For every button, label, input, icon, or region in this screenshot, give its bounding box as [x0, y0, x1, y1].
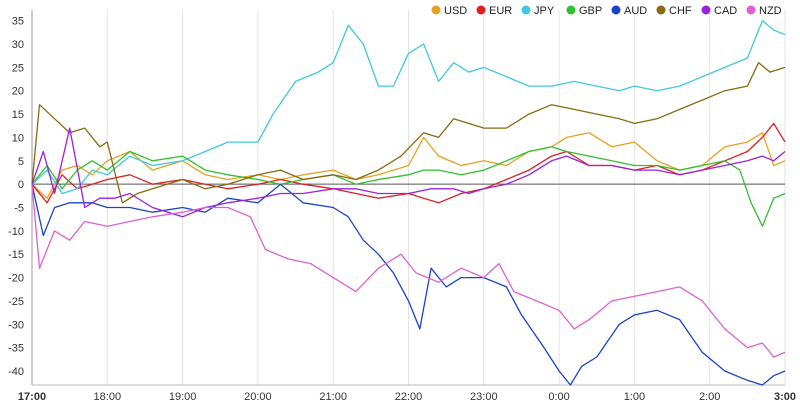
legend-label-usd: USD [444, 5, 467, 17]
y-tick-label: 10 [12, 132, 24, 144]
x-tick-label: 22:00 [395, 391, 423, 403]
y-tick-label: -30 [8, 319, 24, 331]
legend-label-cad: CAD [714, 5, 737, 17]
x-tick-label: 0:00 [548, 391, 569, 403]
grid-lines [106, 10, 786, 385]
y-tick-label: -40 [8, 366, 24, 378]
legend-marker-chf [656, 5, 666, 15]
legend-label-eur: EUR [489, 5, 512, 17]
legend-marker-jpy [521, 5, 531, 15]
y-tick-label: 5 [18, 156, 24, 168]
legend-label-chf: CHF [669, 5, 692, 17]
legend-label-jpy: JPY [534, 5, 555, 17]
x-tick-label: 1:00 [624, 391, 645, 403]
x-tick-label: 19:00 [169, 391, 197, 403]
legend-label-gbp: GBP [579, 5, 602, 17]
y-tick-label: -20 [8, 273, 24, 285]
x-tick-label: 2:00 [699, 391, 720, 403]
legend-marker-eur [476, 5, 486, 15]
axes: 17:00 18:00 19:00 20:00 21:00 22:00 23:00 0:00 1… [8, 10, 796, 403]
y-tick-label: -10 [8, 226, 24, 238]
legend-marker-cad [701, 5, 711, 15]
legend-marker-aud [611, 5, 621, 15]
x-tick-label: 18:00 [94, 391, 122, 403]
legend: USD EUR JPY GBP AUD CHF CAD NZD [431, 5, 782, 17]
y-tick-label: 25 [12, 62, 24, 74]
y-tick-label: -25 [8, 296, 24, 308]
legend-marker-nzd [746, 5, 756, 15]
series-line-aud [31, 183, 786, 386]
y-tick-label: 30 [12, 39, 24, 51]
y-tick-label: 20 [12, 86, 24, 98]
legend-marker-usd [431, 5, 441, 15]
legend-label-aud: AUD [624, 5, 647, 17]
legend-marker-gbp [566, 5, 576, 15]
series-lines [31, 20, 786, 386]
series-line-gbp [31, 146, 786, 227]
x-tick-label: 21:00 [319, 391, 347, 403]
y-tick-label: 0 [18, 179, 24, 191]
y-tick-label: -35 [8, 343, 24, 355]
x-tick-label: 23:00 [470, 391, 498, 403]
y-tick-label: 15 [12, 109, 24, 121]
y-tick-label: 35 [12, 16, 24, 28]
x-tick-label: 17:00 [18, 391, 46, 403]
series-line-jpy [31, 20, 786, 195]
legend-label-nzd: NZD [759, 5, 782, 17]
y-tick-label: -5 [14, 203, 24, 215]
x-tick-label: 3:00 [774, 391, 796, 403]
series-line-chf [31, 62, 786, 204]
y-tick-label: -15 [8, 249, 24, 261]
series-line-nzd [31, 184, 786, 358]
series-line-cad [31, 127, 786, 218]
x-tick-label: 20:00 [244, 391, 272, 403]
